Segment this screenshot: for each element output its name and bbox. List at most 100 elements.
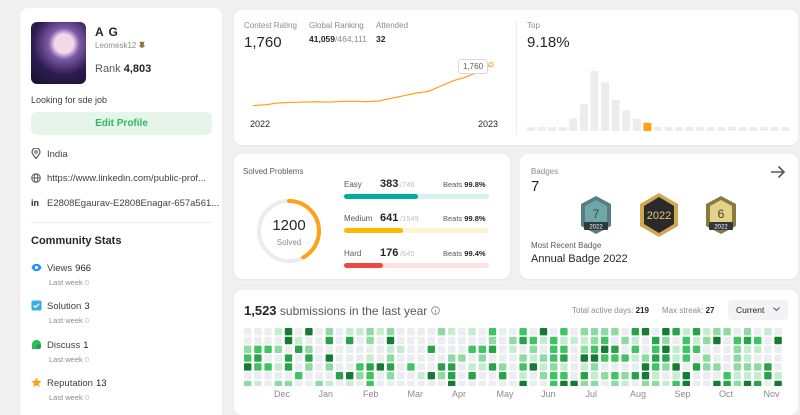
heatmap-cell[interactable] [356, 345, 364, 353]
heatmap-cell[interactable] [550, 363, 558, 371]
heatmap-cell[interactable] [774, 380, 782, 386]
heatmap-cell[interactable] [703, 380, 711, 386]
heatmap-cell[interactable] [417, 372, 425, 380]
heatmap-cell[interactable] [325, 345, 333, 353]
heatmap-cell[interactable] [376, 345, 384, 353]
heatmap-cell[interactable] [560, 345, 568, 353]
heatmap-cell[interactable] [295, 372, 303, 380]
percentile-bar[interactable] [706, 127, 715, 131]
heatmap-cell[interactable] [723, 380, 731, 386]
heatmap-cell[interactable] [713, 354, 721, 362]
percentile-bar[interactable] [548, 127, 557, 131]
heatmap-cell[interactable] [682, 380, 690, 386]
heatmap-cell[interactable] [499, 345, 507, 353]
heatmap-cell[interactable] [774, 328, 782, 336]
heatmap-cell[interactable] [662, 328, 670, 336]
heatmap-cell[interactable] [397, 328, 405, 336]
heatmap-cell[interactable] [764, 336, 772, 345]
heatmap-cell[interactable] [560, 363, 568, 371]
heatmap-cell[interactable] [448, 328, 456, 336]
heatmap-cell[interactable] [631, 336, 639, 345]
heatmap-cell[interactable] [692, 328, 701, 336]
heatmap-cell[interactable] [264, 372, 272, 380]
heatmap-cell[interactable] [743, 363, 752, 371]
heatmap-cell[interactable] [448, 345, 456, 353]
heatmap-cell[interactable] [601, 354, 609, 362]
heatmap-cell[interactable] [407, 380, 415, 386]
heatmap-cell[interactable] [335, 363, 344, 371]
heatmap-cell[interactable] [764, 372, 772, 380]
heatmap-cell[interactable] [733, 380, 741, 386]
heatmap-cell[interactable] [386, 380, 395, 386]
heatmap-cell[interactable] [386, 336, 395, 345]
heatmap-cell[interactable] [407, 363, 415, 371]
heatmap-cell[interactable] [509, 336, 517, 345]
heatmap-cell[interactable] [641, 363, 650, 371]
heatmap-cell[interactable] [713, 372, 721, 380]
heatmap-cell[interactable] [692, 336, 701, 345]
heatmap-cell[interactable] [682, 345, 690, 353]
heatmap-cell[interactable] [621, 372, 629, 380]
heatmap-cell[interactable] [601, 380, 609, 386]
heatmap-cell[interactable] [733, 354, 741, 362]
heatmap-cell[interactable] [397, 354, 405, 362]
heatmap-cell[interactable] [427, 363, 435, 371]
heatmap-cell[interactable] [305, 336, 313, 345]
heatmap-cell[interactable] [641, 380, 650, 386]
heatmap-cell[interactable] [417, 380, 425, 386]
heatmap-cell[interactable] [519, 380, 527, 386]
heatmap-cell[interactable] [264, 336, 272, 345]
heatmap-cell[interactable] [315, 336, 323, 345]
heatmap-cell[interactable] [764, 328, 772, 336]
heatmap-cell[interactable] [284, 380, 293, 386]
percentile-bar[interactable] [654, 126, 662, 131]
heatmap-cell[interactable] [458, 328, 466, 336]
heatmap-cell[interactable] [743, 372, 752, 380]
heatmap-cell[interactable] [672, 328, 680, 336]
heatmap-cell[interactable] [621, 328, 629, 336]
heatmap-cell[interactable] [488, 328, 497, 336]
heatmap-cell[interactable] [478, 380, 486, 386]
heatmap-cell[interactable] [590, 354, 599, 362]
heatmap-cell[interactable] [754, 336, 762, 345]
heatmap-cell[interactable] [427, 345, 435, 353]
heatmap-cell[interactable] [774, 345, 782, 353]
heatmap-cell[interactable] [346, 372, 354, 380]
heatmap-cell[interactable] [346, 380, 354, 386]
heatmap-cell[interactable] [662, 336, 670, 345]
heatmap-cell[interactable] [305, 380, 313, 386]
badge-6-icon[interactable]: 6 2022 [704, 195, 738, 235]
heatmap-cell[interactable] [499, 372, 507, 380]
heatmap-cell[interactable] [407, 328, 415, 336]
heatmap-cell[interactable] [672, 380, 680, 386]
heatmap-cell[interactable] [437, 345, 446, 353]
heatmap-cell[interactable] [764, 363, 772, 371]
heatmap-cell[interactable] [723, 336, 731, 345]
heatmap-cell[interactable] [519, 363, 527, 371]
heatmap-cell[interactable] [550, 345, 558, 353]
heatmap-cell[interactable] [509, 354, 517, 362]
heatmap-cell[interactable] [417, 336, 425, 345]
heatmap-cell[interactable] [366, 363, 374, 371]
percentile-bar[interactable] [537, 127, 546, 131]
heatmap-cell[interactable] [713, 336, 721, 345]
heatmap-cell[interactable] [529, 354, 537, 362]
percentile-bar[interactable] [643, 122, 652, 131]
heatmap-cell[interactable] [764, 345, 772, 353]
percentile-bar[interactable] [601, 82, 610, 131]
heatmap-cell[interactable] [631, 328, 639, 336]
heatmap-cell[interactable] [295, 336, 303, 345]
heatmap-cell[interactable] [713, 363, 721, 371]
heatmap-cell[interactable] [448, 363, 456, 371]
heatmap-cell[interactable] [244, 328, 252, 336]
heatmap-cell[interactable] [631, 380, 639, 386]
heatmap-cell[interactable] [315, 380, 323, 386]
heatmap-cell[interactable] [315, 354, 323, 362]
heatmap-cell[interactable] [703, 354, 711, 362]
heatmap-cell[interactable] [325, 328, 333, 336]
heatmap-cell[interactable] [641, 354, 650, 362]
heatmap-cell[interactable] [356, 328, 364, 336]
heatmap-cell[interactable] [692, 363, 701, 371]
edit-profile-button[interactable]: Edit Profile [31, 112, 212, 135]
heatmap-cell[interactable] [590, 380, 599, 386]
